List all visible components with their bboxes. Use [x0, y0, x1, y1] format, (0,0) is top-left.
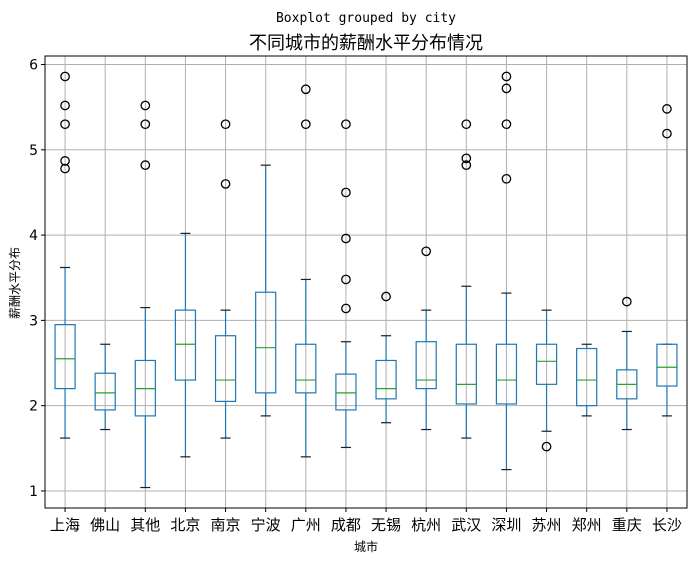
y-tick-label: 4: [29, 228, 38, 244]
x-axis-label: 城市: [354, 539, 378, 554]
y-tick-label: 1: [29, 484, 38, 500]
chart-title: 不同城市的薪酬水平分布情况: [249, 33, 483, 54]
x-tick-label: 重庆: [612, 516, 642, 534]
x-tick-label: 广州: [291, 516, 321, 534]
x-tick-label: 上海: [50, 516, 80, 534]
chart-suptitle: Boxplot grouped by city: [276, 11, 456, 26]
x-tick-label: 杭州: [411, 516, 441, 534]
x-tick-label: 其他: [130, 516, 160, 534]
y-tick-label: 2: [29, 399, 38, 415]
x-tick-label: 苏州: [532, 516, 562, 534]
y-tick-label: 5: [29, 143, 38, 159]
boxes-group: [55, 72, 677, 487]
y-axis-label: 薪酬水平分布: [8, 247, 22, 319]
x-tick-label: 深圳: [491, 516, 521, 534]
x-tick-label: 郑州: [572, 516, 602, 534]
x-tick-label: 无锡: [371, 516, 401, 534]
x-tick-label: 长沙: [652, 516, 682, 534]
y-tick-label: 6: [29, 58, 38, 74]
x-tick-label: 北京: [170, 516, 200, 534]
x-tick-label: 成都: [331, 516, 361, 534]
y-axis: 1 2 3 4 5 6: [29, 58, 45, 500]
x-axis: 上海 佛山 其他 北京 南京 宁波 广州 成都 无锡 杭州 武汉 深圳 苏州 郑州 重庆 长沙: [50, 508, 682, 534]
x-tick-label: 武汉: [451, 516, 481, 534]
x-tick-label: 佛山: [90, 516, 120, 534]
x-tick-label: 南京: [211, 516, 241, 534]
x-tick-label: 宁波: [251, 516, 281, 534]
y-tick-label: 3: [29, 313, 38, 329]
